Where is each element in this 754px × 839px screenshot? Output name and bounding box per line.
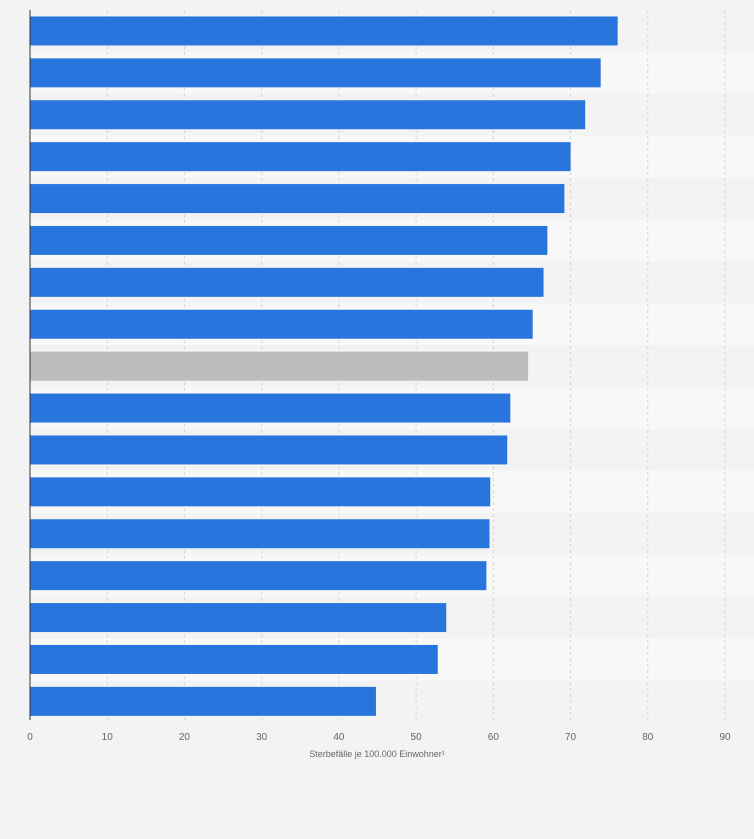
x-tick-label: 20 bbox=[179, 732, 191, 743]
x-tick-label: 50 bbox=[411, 732, 423, 743]
bar bbox=[30, 644, 438, 674]
bar bbox=[30, 435, 508, 465]
bar bbox=[30, 603, 447, 633]
x-tick-label: 10 bbox=[102, 732, 114, 743]
bar bbox=[30, 519, 490, 549]
x-tick-label: 30 bbox=[256, 732, 268, 743]
bar bbox=[30, 100, 586, 130]
bar bbox=[30, 184, 565, 214]
bar bbox=[30, 309, 533, 339]
x-tick-label: 80 bbox=[642, 732, 654, 743]
bar bbox=[30, 561, 487, 591]
x-axis-title: Sterbefälle je 100.000 Einwohner¹ bbox=[309, 749, 445, 759]
bar bbox=[30, 225, 548, 255]
bar bbox=[30, 686, 376, 716]
bars bbox=[30, 16, 618, 716]
x-axis-ticks: 0 10 20 30 40 50 60 70 80 90 bbox=[27, 732, 731, 743]
bar bbox=[30, 142, 571, 172]
bar bbox=[30, 267, 544, 297]
bar bbox=[30, 477, 491, 507]
bar bbox=[30, 393, 511, 423]
x-tick-label: 70 bbox=[565, 732, 577, 743]
x-tick-label: 40 bbox=[333, 732, 345, 743]
bar bbox=[30, 16, 618, 46]
bar-highlighted bbox=[30, 351, 529, 381]
x-tick-label: 90 bbox=[719, 732, 731, 743]
x-tick-label: 0 bbox=[27, 732, 33, 743]
bar bbox=[30, 58, 601, 88]
x-tick-label: 60 bbox=[488, 732, 500, 743]
